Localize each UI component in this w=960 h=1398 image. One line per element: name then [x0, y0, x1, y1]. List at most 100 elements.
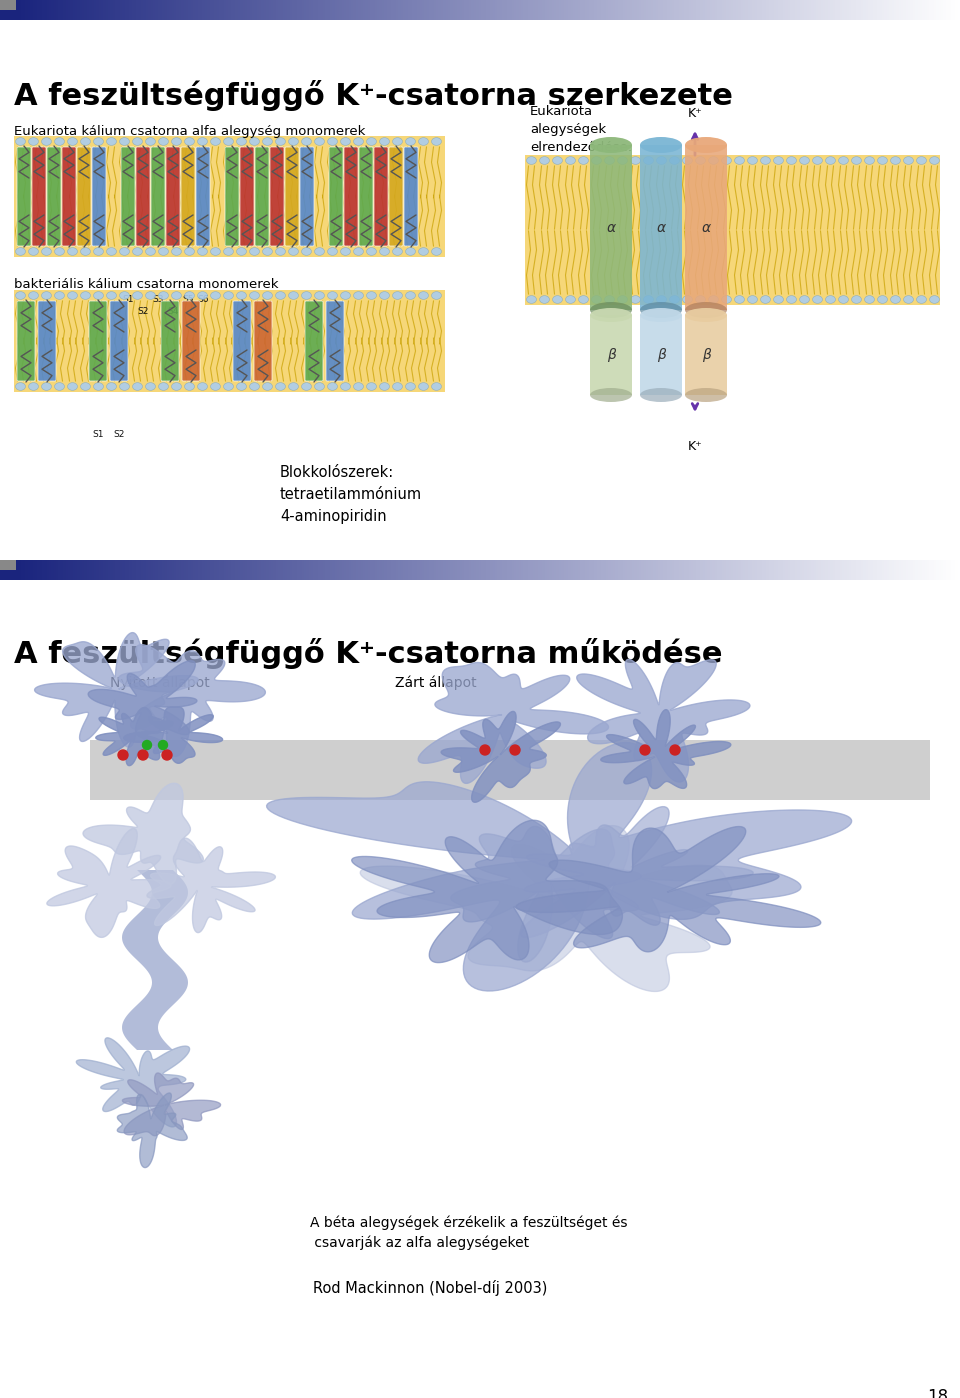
- Ellipse shape: [132, 383, 142, 390]
- Ellipse shape: [393, 137, 402, 145]
- Bar: [722, 0, 725, 20]
- Text: β: β: [607, 348, 615, 362]
- Bar: [832, 0, 835, 20]
- Bar: [297, 561, 300, 580]
- Bar: [660, 561, 663, 580]
- Bar: [104, 0, 107, 20]
- Bar: [434, 561, 437, 580]
- Bar: [193, 0, 196, 20]
- Bar: [590, 315, 632, 396]
- FancyBboxPatch shape: [182, 301, 200, 382]
- Ellipse shape: [540, 157, 549, 165]
- Bar: [65, 0, 68, 20]
- Bar: [82, 0, 84, 20]
- Bar: [785, 561, 788, 580]
- Bar: [450, 561, 453, 580]
- Bar: [248, 0, 251, 20]
- Bar: [609, 0, 612, 20]
- Bar: [358, 561, 361, 580]
- Bar: [134, 0, 137, 20]
- Bar: [672, 561, 675, 580]
- Polygon shape: [124, 707, 223, 763]
- Bar: [259, 0, 262, 20]
- Bar: [554, 0, 557, 20]
- Bar: [224, 561, 227, 580]
- Ellipse shape: [812, 295, 823, 303]
- Bar: [207, 0, 210, 20]
- Bar: [196, 561, 198, 580]
- Bar: [422, 561, 424, 580]
- Bar: [130, 0, 132, 20]
- Ellipse shape: [631, 157, 640, 165]
- Bar: [832, 561, 835, 580]
- Bar: [132, 0, 134, 20]
- Ellipse shape: [405, 292, 416, 299]
- Bar: [276, 0, 278, 20]
- Bar: [172, 0, 175, 20]
- Bar: [882, 561, 885, 580]
- Bar: [146, 0, 149, 20]
- Ellipse shape: [685, 389, 727, 403]
- Bar: [559, 0, 562, 20]
- Bar: [86, 0, 89, 20]
- Polygon shape: [88, 661, 197, 745]
- Bar: [413, 561, 416, 580]
- Bar: [209, 561, 212, 580]
- Bar: [339, 561, 342, 580]
- Bar: [476, 0, 479, 20]
- Ellipse shape: [276, 137, 285, 145]
- Bar: [285, 561, 288, 580]
- Bar: [636, 0, 639, 20]
- Ellipse shape: [210, 247, 221, 256]
- Bar: [368, 561, 371, 580]
- Bar: [780, 0, 783, 20]
- Ellipse shape: [301, 247, 311, 256]
- Bar: [915, 561, 918, 580]
- Polygon shape: [516, 826, 821, 952]
- Bar: [141, 0, 144, 20]
- Bar: [318, 0, 321, 20]
- Bar: [191, 561, 194, 580]
- Bar: [276, 561, 278, 580]
- Bar: [588, 0, 590, 20]
- Bar: [226, 561, 228, 580]
- Bar: [745, 561, 748, 580]
- Bar: [660, 0, 663, 20]
- Bar: [297, 0, 300, 20]
- Bar: [183, 0, 186, 20]
- Bar: [188, 561, 191, 580]
- Bar: [920, 561, 923, 580]
- Ellipse shape: [158, 137, 168, 145]
- Ellipse shape: [838, 295, 849, 303]
- Bar: [656, 0, 659, 20]
- Bar: [325, 561, 328, 580]
- Ellipse shape: [669, 295, 680, 303]
- Bar: [788, 0, 791, 20]
- Bar: [835, 561, 838, 580]
- Ellipse shape: [419, 383, 428, 390]
- Bar: [143, 0, 146, 20]
- Bar: [235, 561, 238, 580]
- Bar: [361, 0, 364, 20]
- Bar: [735, 0, 738, 20]
- Bar: [18, 0, 21, 20]
- Bar: [413, 0, 416, 20]
- Bar: [649, 0, 651, 20]
- Ellipse shape: [29, 247, 38, 256]
- Bar: [750, 0, 753, 20]
- Bar: [420, 0, 422, 20]
- Bar: [47, 561, 50, 580]
- Ellipse shape: [315, 292, 324, 299]
- Bar: [776, 0, 779, 20]
- Ellipse shape: [553, 295, 563, 303]
- Bar: [871, 561, 874, 580]
- Bar: [646, 561, 649, 580]
- Ellipse shape: [903, 295, 914, 303]
- Bar: [481, 561, 484, 580]
- Bar: [779, 0, 781, 20]
- Bar: [792, 561, 795, 580]
- Bar: [627, 561, 630, 580]
- Bar: [583, 0, 586, 20]
- Bar: [410, 561, 413, 580]
- Ellipse shape: [553, 157, 563, 165]
